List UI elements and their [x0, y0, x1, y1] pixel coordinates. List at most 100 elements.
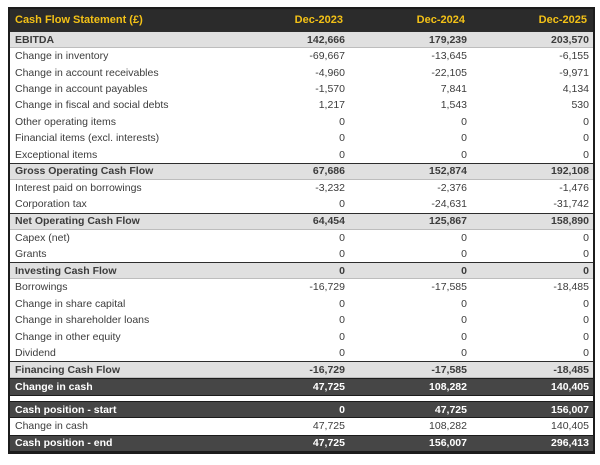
row-value: 0: [461, 248, 467, 261]
row-label: Change in cash: [15, 381, 93, 393]
row-value: 0: [583, 264, 589, 277]
row-value: 0: [339, 231, 345, 244]
row-label: Change in share capital: [15, 297, 126, 310]
row-value: 1,217: [318, 99, 345, 112]
row-value: 203,570: [551, 33, 589, 46]
row-value: 0: [583, 347, 589, 360]
row-value: 0: [461, 314, 467, 327]
row-value: 0: [461, 330, 467, 343]
row-value: 192,108: [551, 165, 589, 178]
table-row: Exceptional items 0 0 0: [10, 146, 593, 162]
row-value: 47,725: [434, 403, 467, 416]
row-value: -18,485: [553, 281, 589, 294]
row-value: 0: [461, 264, 467, 277]
row-value: 296,413: [551, 437, 589, 450]
row-label: Corporation tax: [15, 198, 87, 211]
table-row: Change in other equity 0 0 0: [10, 328, 593, 344]
row-value: 0: [339, 248, 345, 261]
row-value: 0: [461, 132, 467, 145]
row-value: 179,239: [429, 33, 467, 46]
table-title: Cash Flow Statement (£): [15, 14, 143, 26]
row-value: 140,405: [551, 381, 589, 393]
row-value: -6,155: [559, 50, 589, 63]
table-row: Change in fiscal and social debts 1,217 1,…: [10, 97, 593, 113]
row-label: Grants: [15, 248, 47, 261]
spacer-row: [10, 395, 593, 401]
row-value: 47,725: [312, 381, 345, 393]
row-label: Interest paid on borrowings: [15, 181, 142, 194]
table-row: Dividend 0 0 0: [10, 345, 593, 361]
row-label: Change in other equity: [15, 330, 121, 343]
row-label: Exceptional items: [15, 148, 98, 161]
row-value: 0: [339, 314, 345, 327]
table-row: Financial items (excl. interests) 0 0 0: [10, 130, 593, 146]
row-value: 1,543: [440, 99, 467, 112]
row-label: Cash position - start: [15, 403, 117, 416]
row-value: 0: [339, 347, 345, 360]
row-value: -69,667: [309, 50, 345, 63]
row-value: 152,874: [429, 165, 467, 178]
row-label: Financing Cash Flow: [15, 363, 121, 376]
table-row: Change in account receivables -4,960 -22,1…: [10, 64, 593, 80]
table-row: Capex (net) 0 0 0: [10, 230, 593, 246]
row-value: 0: [583, 148, 589, 161]
row-value: 0: [583, 132, 589, 145]
row-label: Dividend: [15, 347, 56, 360]
row-value: 0: [583, 330, 589, 343]
table-row: Borrowings -16,729 -17,585 -18,485: [10, 279, 593, 295]
table-row: Investing Cash Flow 0 0 0: [10, 262, 593, 280]
row-value: 4,134: [562, 82, 589, 95]
column-header-dec-2025: Dec-2025: [538, 14, 587, 26]
table-row: Financing Cash Flow -16,729 -17,585 -18,485: [10, 361, 593, 379]
row-label: Change in inventory: [15, 50, 109, 63]
table-header-row: Cash Flow Statement (£) Dec-2023 Dec-202…: [10, 9, 593, 31]
row-value: -9,971: [559, 66, 589, 79]
row-value: 0: [339, 198, 345, 211]
table-row: Net Operating Cash Flow 64,454 125,867 158,…: [10, 212, 593, 230]
row-label: EBITDA: [15, 33, 55, 46]
table-row: Change in account payables -1,570 7,841 4,1…: [10, 81, 593, 97]
row-value: 142,666: [307, 33, 345, 46]
row-value: -16,729: [309, 281, 345, 294]
row-label: Change in shareholder loans: [15, 314, 150, 327]
row-value: -24,631: [431, 198, 467, 211]
row-value: 0: [339, 264, 345, 277]
table-row: Interest paid on borrowings -3,232 -2,376 -…: [10, 180, 593, 196]
row-value: 64,454: [312, 215, 345, 228]
row-value: 108,282: [429, 420, 467, 433]
row-value: -13,645: [431, 50, 467, 63]
row-value: -1,476: [559, 181, 589, 194]
row-label: Cash position - end: [15, 437, 113, 450]
column-header-dec-2023: Dec-2023: [294, 14, 343, 26]
row-value: -17,585: [431, 363, 467, 376]
row-value: 0: [461, 347, 467, 360]
row-value: 47,725: [312, 420, 345, 433]
row-label: Other operating items: [15, 115, 116, 128]
table-row: Cash position - start 0 47,725 156,007: [10, 400, 593, 419]
row-value: 0: [583, 231, 589, 244]
row-value: 530: [571, 99, 589, 112]
row-value: 0: [339, 330, 345, 343]
row-value: -16,729: [309, 363, 345, 376]
table-body: EBITDA 142,666 179,239 203,570 Change in inv…: [10, 31, 593, 453]
row-value: 0: [339, 115, 345, 128]
row-value: 156,007: [551, 403, 589, 416]
row-value: 156,007: [429, 437, 467, 450]
row-value: 67,686: [312, 165, 345, 178]
row-label: Change in fiscal and social debts: [15, 99, 169, 112]
row-value: 7,841: [440, 82, 467, 95]
table-row: Change in inventory -69,667 -13,645 -6,155: [10, 48, 593, 64]
table-row: Corporation tax 0 -24,631 -31,742: [10, 196, 593, 212]
row-value: 0: [339, 132, 345, 145]
row-value: 0: [461, 231, 467, 244]
row-label: Financial items (excl. interests): [15, 132, 160, 145]
row-label: Net Operating Cash Flow: [15, 215, 140, 228]
table-row: Cash position - end 47,725 156,007 296,413: [10, 434, 593, 453]
row-label: Change in account receivables: [15, 66, 159, 79]
table-row: EBITDA 142,666 179,239 203,570: [10, 31, 593, 48]
row-value: 158,890: [551, 215, 589, 228]
row-value: 0: [583, 297, 589, 310]
row-value: 0: [339, 148, 345, 161]
column-header-dec-2024: Dec-2024: [416, 14, 465, 26]
row-value: 0: [461, 148, 467, 161]
